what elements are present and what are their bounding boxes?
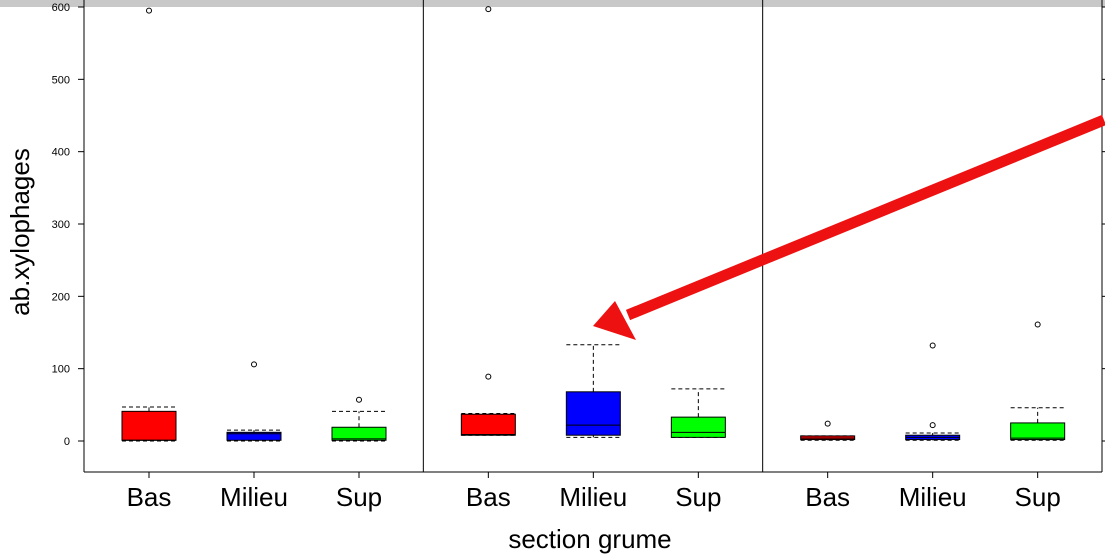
top-bar	[0, 0, 1105, 7]
box-milieu	[565, 391, 621, 436]
outlier-point	[146, 7, 152, 14]
box-bas	[121, 410, 177, 441]
x-tick-label: Sup	[336, 482, 382, 512]
y-tick-label: 0	[64, 436, 70, 448]
y-tick-label: 600	[52, 2, 70, 14]
y-tick-label: 100	[52, 364, 70, 376]
y-tick-label: 200	[52, 291, 70, 303]
annotation-arrow-shaft	[625, 114, 1105, 321]
box-sup	[670, 416, 726, 438]
box-milieu	[226, 431, 282, 441]
box-bas	[460, 413, 516, 436]
outlier-point	[251, 361, 257, 368]
y-axis-label: ab.xylophages	[5, 148, 35, 316]
y-tick-label: 400	[52, 147, 70, 159]
outlier-point	[929, 422, 936, 429]
x-tick-label: Bas	[805, 482, 850, 512]
outlier-point	[929, 342, 936, 349]
x-tick-label: Sup	[1015, 482, 1061, 512]
x-tick-label: Sup	[675, 482, 721, 512]
outlier-point	[356, 396, 362, 403]
annotation-arrow-head	[593, 301, 636, 340]
y-tick-label: 500	[52, 74, 70, 86]
box-sup	[1010, 422, 1066, 441]
x-axis-label: section grume	[508, 524, 671, 554]
x-tick-label: Bas	[127, 482, 172, 512]
x-tick-label: Bas	[466, 482, 511, 512]
x-tick-label: Milieu	[220, 482, 288, 512]
x-tick-label: Milieu	[559, 482, 627, 512]
y-tick-label: 300	[52, 219, 70, 231]
outlier-point	[1034, 321, 1041, 328]
x-tick-label: Milieu	[899, 482, 967, 512]
outlier-point	[485, 6, 492, 13]
outlier-point	[485, 373, 492, 380]
box-sup	[331, 426, 387, 441]
outlier-point	[824, 420, 831, 427]
